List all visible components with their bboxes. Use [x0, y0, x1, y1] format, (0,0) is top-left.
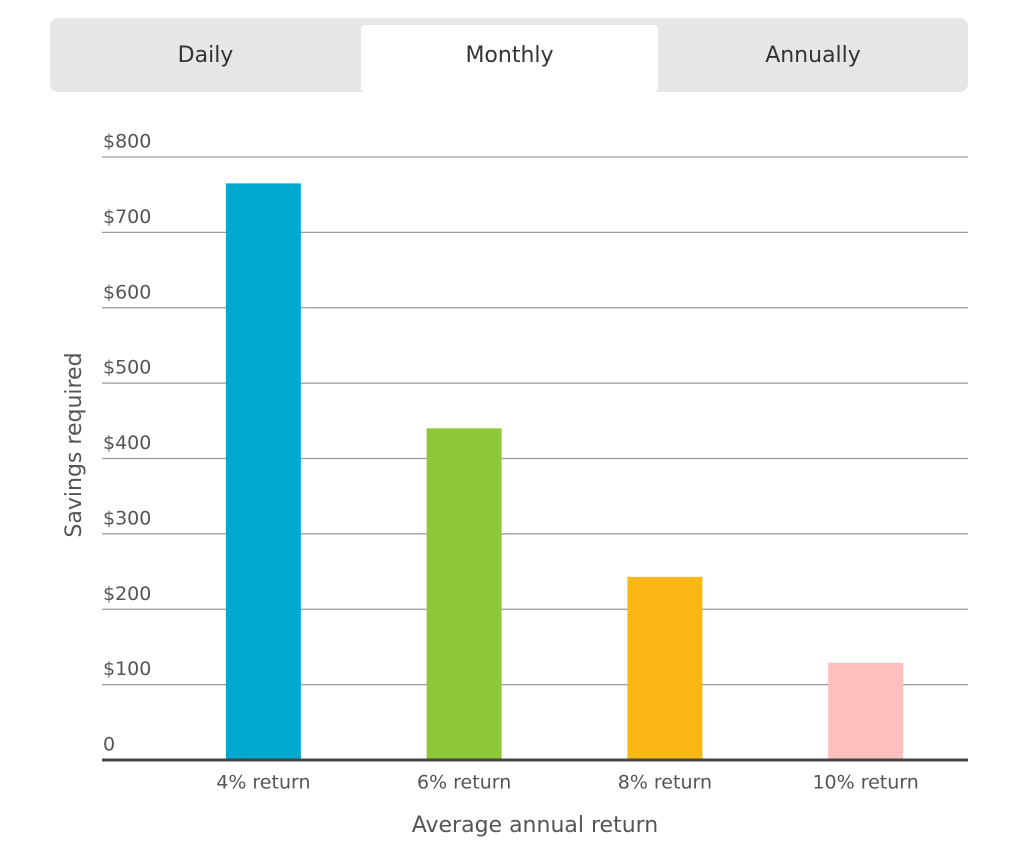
y-tick-label: $600	[103, 281, 151, 303]
x-axis-title: Average annual return	[412, 813, 659, 838]
bar	[225, 183, 301, 761]
bar	[627, 576, 703, 760]
x-tick-label: 6% return	[417, 772, 511, 794]
bar	[426, 428, 502, 760]
y-tick-label: $100	[103, 658, 151, 680]
tab-label: Monthly	[465, 43, 553, 68]
y-tick-label: 0	[103, 734, 115, 756]
tab-label: Annually	[765, 43, 861, 68]
tab[interactable]: Daily	[178, 43, 234, 68]
y-tick-label: $700	[103, 206, 151, 228]
x-tick-label: 8% return	[618, 772, 712, 794]
tab[interactable]: Annually	[765, 43, 861, 68]
x-tick-label: 10% return	[812, 772, 918, 794]
tab-active-bg	[361, 25, 658, 92]
tabs: Daily Monthly Annually	[178, 25, 861, 92]
tab-label: Daily	[178, 43, 234, 68]
y-tick-label: $500	[103, 357, 151, 379]
y-tick-label: $200	[103, 583, 151, 605]
y-tick-label: $800	[103, 131, 151, 153]
tab[interactable]: Monthly	[361, 25, 658, 92]
x-tick-label: 4% return	[216, 772, 310, 794]
y-tick-label: $300	[103, 507, 151, 529]
y-tick-label: $400	[103, 432, 151, 454]
bar	[828, 662, 904, 760]
y-axis-title: Savings required	[62, 352, 87, 537]
